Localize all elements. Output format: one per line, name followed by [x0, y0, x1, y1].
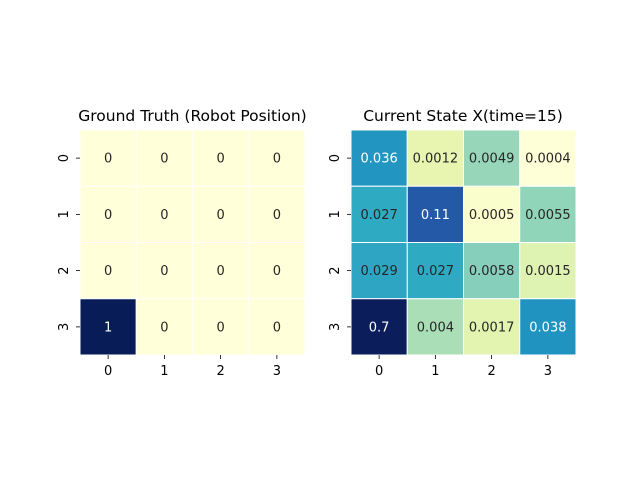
- ground-truth-title: Ground Truth (Robot Position): [78, 107, 306, 125]
- ground-truth-cell-3-1: [135, 298, 193, 356]
- current-state-cell-3-3: [519, 298, 577, 356]
- current-state-cell-2-0: [350, 242, 408, 300]
- current-state-x-tick-label-1: 1: [431, 364, 439, 379]
- current-state-cell-label-3-2: 0.0017: [469, 320, 515, 335]
- ground-truth-cell-2-3: [248, 242, 306, 300]
- current-state-cell-0-1: [406, 129, 464, 187]
- current-state-cell-label-2-0: 0.029: [361, 264, 398, 279]
- current-state-cell-label-0-0: 0.036: [361, 152, 398, 167]
- current-state-cell-0-2: [463, 129, 521, 187]
- current-state-cell-2-1: [406, 242, 464, 300]
- current-state-x-tick-label-2: 2: [487, 364, 495, 379]
- current-state-y-tick-label-2: 2: [328, 266, 343, 274]
- current-state-y-tick-label-0: 0: [328, 154, 343, 162]
- ground-truth-cell-label-3-2: 0: [216, 320, 224, 335]
- ground-truth-cell-0-3: [248, 129, 306, 187]
- ground-truth-y-tick-label-2: 2: [57, 266, 72, 274]
- current-state-cell-label-3-3: 0.038: [529, 320, 566, 335]
- ground-truth-cell-label-3-0: 1: [104, 320, 112, 335]
- ground-truth-cell-label-3-1: 0: [160, 320, 168, 335]
- ground-truth-cell-label-3-3: 0: [273, 320, 281, 335]
- ground-truth-cell-1-3: [248, 185, 306, 243]
- current-state-cell-label-0-2: 0.0049: [469, 152, 515, 167]
- current-state-title: Current State X(time=15): [363, 107, 563, 125]
- current-state-cell-label-1-1: 0.11: [421, 208, 450, 223]
- ground-truth-heatmap: Ground Truth (Robot Position) 0 0 0 0 0 0 0 0 0 0…: [57, 107, 307, 379]
- current-state-cell-label-1-2: 0.0005: [469, 208, 515, 223]
- ground-truth-y-tick-label-3: 3: [57, 323, 72, 331]
- current-state-cell-label-1-0: 0.027: [361, 208, 398, 223]
- current-state-cell-1-2: [463, 185, 521, 243]
- current-state-cell-label-2-1: 0.027: [417, 264, 454, 279]
- current-state-y-tick-label-1: 1: [328, 210, 343, 218]
- ground-truth-cell-label-0-1: 0: [160, 152, 168, 167]
- current-state-cell-0-0: [350, 129, 408, 187]
- current-state-y-tick-label-3: 3: [328, 323, 343, 331]
- ground-truth-cell-0-2: [192, 129, 250, 187]
- current-state-cell-label-1-3: 0.0055: [525, 208, 571, 223]
- ground-truth-cell-1-1: [135, 185, 193, 243]
- ground-truth-cell-label-1-0: 0: [104, 208, 112, 223]
- ground-truth-cell-3-3: [248, 298, 306, 356]
- current-state-cell-label-0-1: 0.0012: [413, 152, 459, 167]
- ground-truth-cell-label-2-3: 0: [273, 264, 281, 279]
- ground-truth-cell-label-0-2: 0: [216, 152, 224, 167]
- ground-truth-cell-0-1: [135, 129, 193, 187]
- ground-truth-cell-label-2-0: 0: [104, 264, 112, 279]
- current-state-cell-0-3: [519, 129, 577, 187]
- ground-truth-x-tick-label-2: 2: [216, 364, 224, 379]
- current-state-cell-label-3-0: 0.7: [369, 320, 390, 335]
- current-state-cell-2-2: [463, 242, 521, 300]
- ground-truth-cell-label-2-1: 0: [160, 264, 168, 279]
- ground-truth-cell-label-1-1: 0: [160, 208, 168, 223]
- ground-truth-cell-2-1: [135, 242, 193, 300]
- ground-truth-cell-label-0-0: 0: [104, 152, 112, 167]
- ground-truth-cell-0-0: [79, 129, 137, 187]
- ground-truth-cell-label-1-2: 0: [216, 208, 224, 223]
- ground-truth-y-tick-label-0: 0: [57, 154, 72, 162]
- ground-truth-y-tick-label-1: 1: [57, 210, 72, 218]
- ground-truth-x-tick-label-1: 1: [160, 364, 168, 379]
- current-state-x-tick-label-3: 3: [544, 364, 552, 379]
- ground-truth-cell-label-2-2: 0: [216, 264, 224, 279]
- current-state-heatmap: Current State X(time=15) 0.036 0.0012 0.00…: [328, 107, 577, 379]
- current-state-cell-label-0-3: 0.0004: [525, 152, 571, 167]
- current-state-cell-label-2-2: 0.0058: [469, 264, 515, 279]
- ground-truth-cell-label-1-3: 0: [273, 208, 281, 223]
- current-state-cell-label-3-1: 0.004: [417, 320, 454, 335]
- ground-truth-x-tick-label-0: 0: [104, 364, 112, 379]
- current-state-x-tick-label-0: 0: [375, 364, 383, 379]
- current-state-cell-label-2-3: 0.0015: [525, 264, 571, 279]
- ground-truth-x-tick-label-3: 3: [273, 364, 281, 379]
- ground-truth-cell-label-0-3: 0: [273, 152, 281, 167]
